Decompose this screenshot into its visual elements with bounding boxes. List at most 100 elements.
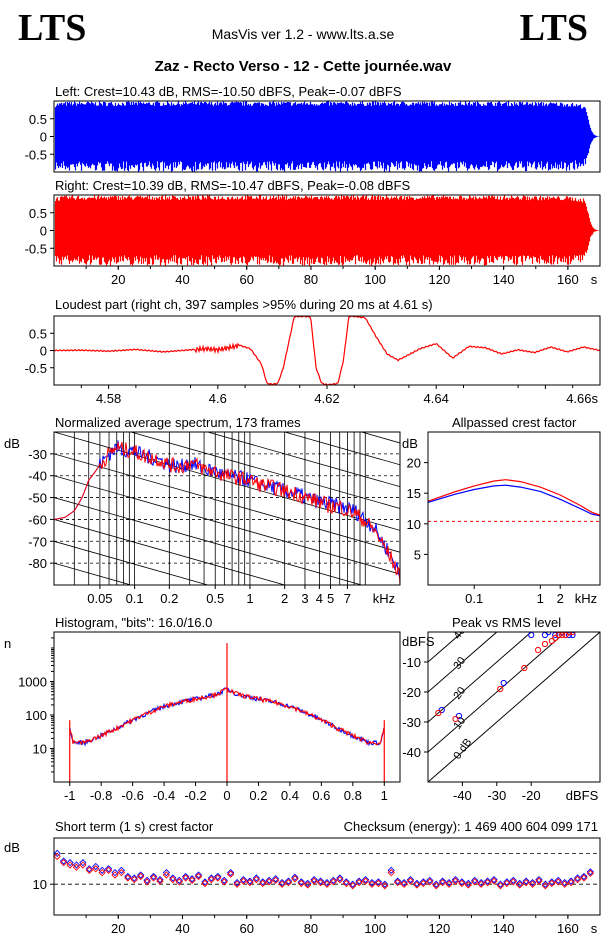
allpass-title: Allpassed crest factor bbox=[452, 415, 577, 430]
crest-point bbox=[426, 876, 434, 884]
logo-right: LTS bbox=[519, 7, 588, 49]
crest-point bbox=[79, 859, 87, 867]
crest-point bbox=[297, 878, 305, 886]
histogram-title: Histogram, "bits": 16.0/16.0 bbox=[55, 615, 212, 630]
crest-point bbox=[387, 866, 395, 874]
spectrum-slope bbox=[54, 323, 400, 421]
crest-point bbox=[432, 880, 440, 888]
right-x-1: 40 bbox=[175, 272, 189, 287]
crest-point bbox=[227, 869, 235, 877]
histogram-x-1: -0.8 bbox=[90, 788, 112, 803]
spectrum-x-2: 0.2 bbox=[160, 591, 178, 606]
peakrms-diagonal-label-4: 40 bbox=[451, 625, 468, 642]
crest-point bbox=[458, 879, 466, 888]
left-y-1: 0 bbox=[40, 130, 47, 145]
crest-point bbox=[349, 882, 357, 890]
peakrms-frame bbox=[427, 631, 601, 783]
peakrms-point bbox=[541, 640, 549, 648]
spectrum-y-3: -60 bbox=[28, 512, 47, 527]
crest-point bbox=[464, 879, 472, 888]
histogram-x-9: 0.8 bbox=[344, 788, 362, 803]
histogram-y-2: 10 bbox=[33, 741, 47, 756]
allpass-x-2: 2 bbox=[557, 591, 564, 606]
spectrum-x-6: 3 bbox=[301, 591, 308, 606]
crest-point bbox=[451, 877, 460, 885]
crest-point bbox=[586, 869, 595, 878]
crest-point bbox=[98, 869, 106, 877]
crest-point bbox=[59, 859, 68, 867]
loudest-y-0: 0.5 bbox=[29, 326, 47, 341]
crest-point bbox=[483, 879, 492, 887]
right-x-4: 100 bbox=[364, 272, 386, 287]
crest-frame bbox=[53, 837, 601, 916]
right-x-2: 60 bbox=[239, 272, 253, 287]
crest-point bbox=[104, 866, 113, 874]
histogram-x-5: 0 bbox=[223, 788, 230, 803]
spectrum-x-8: 5 bbox=[327, 591, 334, 606]
crest-point bbox=[137, 871, 145, 879]
crest-point bbox=[316, 877, 325, 885]
crest-point bbox=[220, 876, 228, 884]
histogram-x-3: -0.4 bbox=[153, 788, 175, 803]
peakrms-y-0: -10 bbox=[402, 655, 421, 670]
allpass-x-0: 0.1 bbox=[465, 591, 483, 606]
spectrum-slope bbox=[129, 432, 400, 509]
histogram-x-7: 0.4 bbox=[281, 788, 299, 803]
peakrms-point bbox=[528, 632, 535, 639]
crest-point bbox=[233, 879, 241, 887]
peakrms-diagonal bbox=[428, 632, 600, 782]
crest-point bbox=[490, 877, 498, 885]
crest-point bbox=[310, 877, 318, 885]
peakrms-point bbox=[435, 709, 442, 717]
right-x-5: 120 bbox=[429, 272, 451, 287]
crest-point bbox=[336, 874, 344, 882]
loudest-x-2: 4.62 bbox=[314, 391, 339, 406]
crest-point bbox=[528, 879, 537, 887]
crest-point bbox=[451, 875, 460, 884]
allpass-y-3: 5 bbox=[414, 547, 421, 562]
crest-point bbox=[304, 879, 312, 888]
crest-point bbox=[471, 876, 479, 884]
crest-point bbox=[554, 878, 562, 886]
histogram-x-10: 1 bbox=[381, 788, 388, 803]
crest-point bbox=[54, 852, 61, 861]
crest-point bbox=[349, 880, 357, 888]
peakrms-point bbox=[497, 685, 504, 693]
crest-point bbox=[445, 879, 453, 887]
peakrms-y-3: -40 bbox=[402, 745, 421, 760]
right-x-3: 80 bbox=[304, 272, 318, 287]
peakrms-diagonal-label-1: 10 bbox=[451, 715, 468, 732]
crest-point bbox=[92, 865, 100, 873]
app-title: MasVis ver 1.2 - www.lts.a.se bbox=[211, 26, 395, 42]
crest-point bbox=[522, 877, 530, 885]
crest-point bbox=[323, 879, 331, 887]
spectrum-slope bbox=[54, 519, 287, 585]
crest-point bbox=[438, 877, 447, 885]
spectrum-slope bbox=[283, 432, 400, 466]
peakrms-x-0: -40 bbox=[453, 788, 472, 803]
logo-left: LTS bbox=[18, 7, 87, 49]
spectrum-slope bbox=[54, 540, 210, 585]
crest-point bbox=[246, 879, 254, 887]
spectrum-x-unit: kHz bbox=[373, 591, 395, 606]
peakrms-point bbox=[521, 664, 528, 672]
crest-point bbox=[567, 877, 575, 885]
crest-point bbox=[541, 880, 550, 888]
crest-x-3: 80 bbox=[304, 921, 318, 936]
spectrum-x-9: 7 bbox=[344, 591, 351, 606]
crest-point bbox=[156, 877, 164, 885]
allpass-series-1 bbox=[428, 479, 600, 516]
peakrms-diagonal-label-0: 0 dB bbox=[451, 736, 474, 761]
crest-point bbox=[175, 878, 183, 886]
crest-point bbox=[413, 881, 421, 889]
crest-point bbox=[182, 872, 190, 881]
crest-point bbox=[66, 859, 74, 867]
peakrms-diagonal bbox=[428, 632, 567, 753]
spectrum-slope bbox=[54, 453, 400, 553]
crest-point bbox=[535, 877, 543, 885]
left-y-0: 0.5 bbox=[29, 112, 47, 127]
spectrum-y-2: -50 bbox=[28, 491, 47, 506]
crest-title: Short term (1 s) crest factor bbox=[55, 819, 214, 834]
cr-clip-group bbox=[54, 849, 600, 890]
crest-point bbox=[368, 879, 376, 887]
